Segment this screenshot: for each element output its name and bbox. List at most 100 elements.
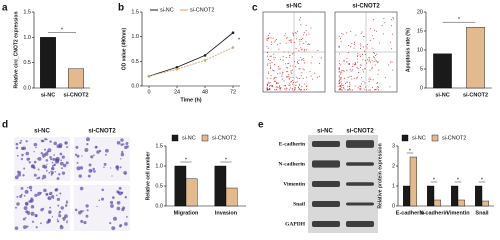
cell <box>66 221 68 224</box>
flow-event <box>297 77 299 79</box>
flow-event <box>357 67 359 69</box>
flow-event <box>267 51 269 53</box>
flow-event <box>349 85 351 87</box>
cell <box>43 148 47 151</box>
flow-event <box>301 39 303 41</box>
cell <box>45 159 49 162</box>
cell <box>119 166 122 169</box>
flow-event <box>292 81 294 83</box>
flow-event <box>370 79 372 81</box>
flow-event <box>290 39 292 41</box>
flow-event <box>297 30 299 32</box>
cell <box>20 193 23 196</box>
significance: * <box>185 157 188 163</box>
cell <box>15 206 17 209</box>
bar <box>451 185 459 207</box>
flow-event <box>287 51 289 53</box>
cell <box>25 151 30 156</box>
flow-event <box>371 66 373 68</box>
y-tick-label: 1.0 <box>23 35 31 41</box>
cell <box>111 226 116 231</box>
cell <box>51 195 55 199</box>
cell <box>56 177 60 180</box>
flow-event <box>340 86 342 88</box>
panel-label: d <box>2 120 8 131</box>
flow-event <box>289 81 291 83</box>
flow-event <box>376 30 378 32</box>
flow-event <box>301 86 303 88</box>
flow-event <box>361 53 363 55</box>
protein-label: E-cadherin <box>279 141 305 147</box>
legend-label: si-CNOT2 <box>190 7 214 13</box>
flow-event <box>290 81 292 83</box>
flow-event <box>342 84 344 86</box>
flow-event <box>382 33 384 35</box>
flow-event <box>273 59 275 61</box>
flow-event <box>366 47 368 49</box>
flow-event <box>307 44 309 46</box>
cell <box>116 140 121 145</box>
legend-swatch <box>401 134 409 142</box>
flow-event <box>383 18 385 20</box>
flow-event <box>305 41 307 43</box>
cell <box>50 173 53 176</box>
flow-event <box>300 57 302 59</box>
flow-event <box>298 50 300 52</box>
flow-event <box>294 61 296 63</box>
flow-event <box>346 58 348 60</box>
flow-event <box>348 44 350 46</box>
cell <box>92 167 95 171</box>
flow-event <box>349 82 351 84</box>
flow-event <box>300 74 302 76</box>
flow-event <box>302 37 304 39</box>
flow-event <box>359 56 361 58</box>
flow-event <box>339 64 341 66</box>
cell <box>20 187 24 190</box>
legend-label: si-NC <box>160 7 174 13</box>
flow-event <box>366 44 368 46</box>
flow-event <box>275 77 277 79</box>
legend-label: si-NC <box>182 135 196 141</box>
flow-event <box>303 50 305 52</box>
cell <box>40 152 43 155</box>
flow-event <box>349 68 351 70</box>
significance: * <box>238 38 241 44</box>
cell <box>31 220 35 223</box>
flow-event <box>346 61 348 63</box>
y-tick-label: 10 <box>417 47 423 53</box>
cell <box>116 190 120 194</box>
significance: * <box>409 148 412 154</box>
flow-event <box>294 88 296 90</box>
cell <box>56 218 59 220</box>
x-tick-label: si-NC <box>435 92 449 98</box>
flow-event <box>373 60 375 62</box>
significance: * <box>225 157 228 163</box>
figure: a b c d e si-NC si-CNOT2 si-NC si-CNOT2 … <box>2 3 494 233</box>
flow-event <box>360 88 362 90</box>
flow-event <box>268 82 270 84</box>
cell <box>101 188 104 192</box>
flow-event <box>285 89 287 91</box>
cell <box>84 148 89 152</box>
flow-event <box>289 55 291 57</box>
cell <box>16 154 19 157</box>
flow-event <box>292 83 294 85</box>
flow-event <box>295 76 297 78</box>
flow-event <box>286 87 288 89</box>
flow-event <box>375 88 377 90</box>
y-tick-label: 1.5 <box>131 9 139 15</box>
flow-event <box>270 43 272 45</box>
flow-event <box>270 41 272 43</box>
flow-event <box>298 89 300 91</box>
cell <box>60 159 62 162</box>
cell <box>48 211 51 214</box>
bar <box>433 199 441 207</box>
flow-event <box>348 63 350 65</box>
flow-event <box>339 62 341 64</box>
flow-event <box>338 71 340 73</box>
cell <box>47 197 50 200</box>
flow-event <box>359 88 361 90</box>
cell <box>51 166 55 171</box>
flow-event <box>376 87 378 89</box>
cell <box>120 152 125 157</box>
